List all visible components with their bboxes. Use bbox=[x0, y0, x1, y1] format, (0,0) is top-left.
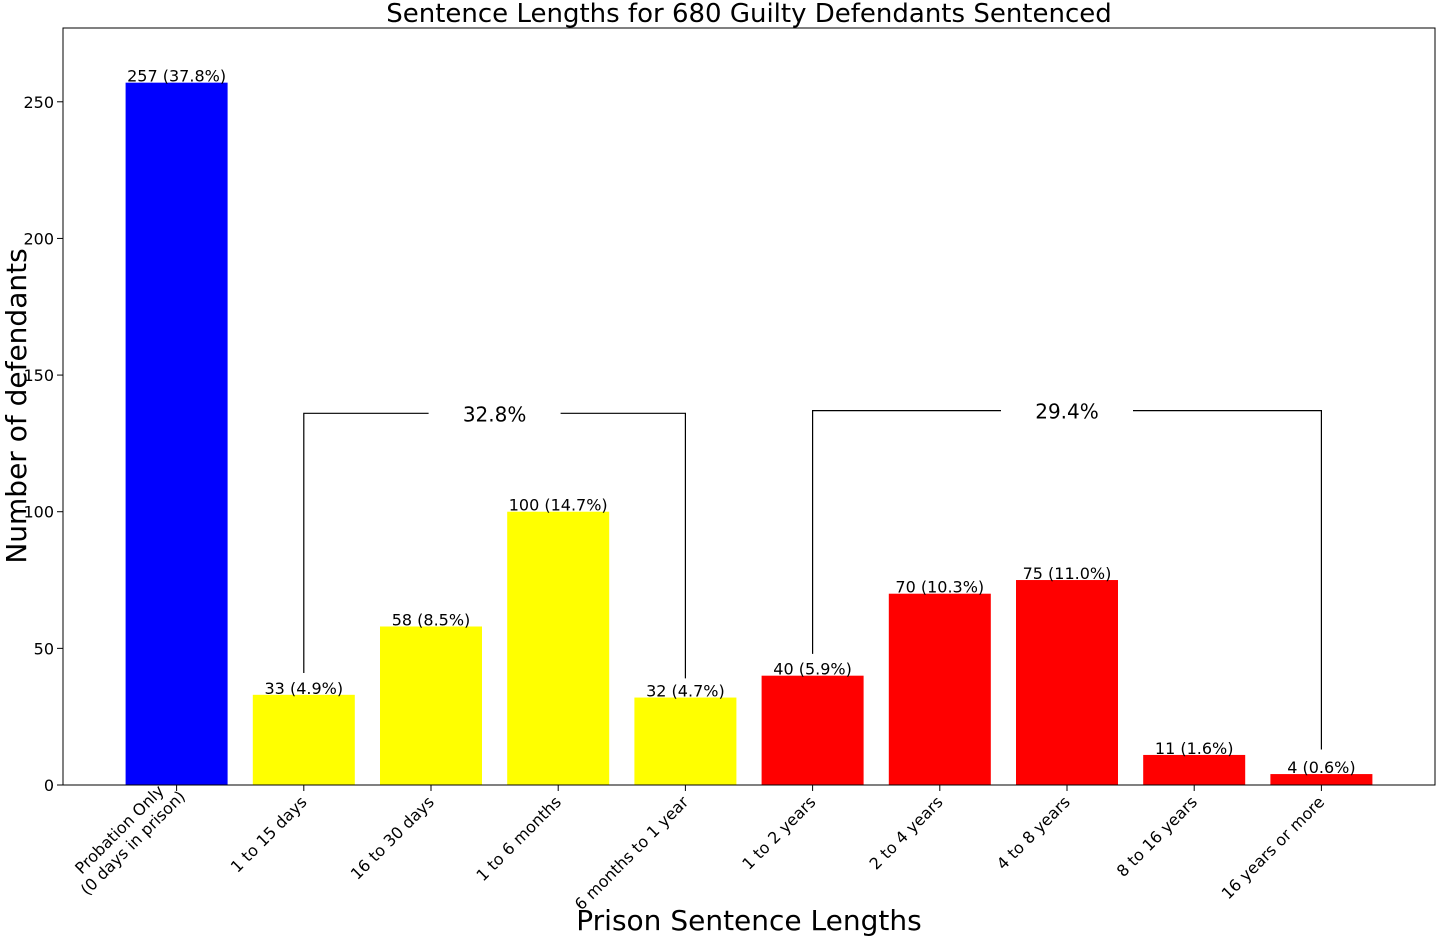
y-axis: 0 50 100 150 200 250 bbox=[23, 93, 63, 795]
chart-title: Sentence Lengths for 680 Guilty Defendan… bbox=[386, 0, 1112, 29]
bar bbox=[252, 694, 355, 785]
x-tick-label: 4 to 8 years bbox=[993, 792, 1074, 873]
y-tick-label: 250 bbox=[23, 93, 54, 112]
data-label: 75 (11.0%) bbox=[1023, 564, 1112, 583]
bars bbox=[125, 82, 1373, 785]
data-label: 40 (5.9%) bbox=[773, 660, 852, 679]
data-label: 4 (0.6%) bbox=[1287, 758, 1355, 777]
x-tick-label: 8 to 16 years bbox=[1113, 792, 1201, 880]
bar bbox=[634, 697, 737, 785]
y-tick-label: 200 bbox=[23, 229, 54, 248]
data-labels: 257 (37.8%) 33 (4.9%) 58 (8.5%) 100 (14.7%)… bbox=[127, 67, 1355, 777]
bracket-line bbox=[811, 409, 1001, 654]
x-axis: Probation Only(0 days in prison) 1 to 15 … bbox=[63, 773, 1329, 914]
bar bbox=[507, 511, 610, 785]
x-tick-label: 16 to 30 days bbox=[347, 792, 438, 883]
bracket-line bbox=[303, 412, 429, 673]
data-label: 70 (10.3%) bbox=[895, 578, 984, 597]
x-tick-label: 1 to 2 years bbox=[738, 792, 819, 873]
y-tick-label: 150 bbox=[23, 366, 54, 385]
data-label: 11 (1.6%) bbox=[1155, 739, 1234, 758]
bracket-annotations: 32.8% 29.4% bbox=[303, 400, 1323, 750]
bracket-label: 29.4% bbox=[1035, 400, 1099, 424]
plot-frame bbox=[62, 27, 1436, 786]
bar bbox=[761, 675, 864, 785]
bar bbox=[1016, 580, 1118, 785]
x-tick-label: 6 months to 1 year bbox=[571, 792, 693, 914]
bar bbox=[380, 626, 482, 785]
x-axis-label: Prison Sentence Lengths bbox=[576, 904, 921, 937]
y-axis-label: Number of defendants bbox=[0, 248, 33, 563]
x-tick-label: Probation Only(0 days in prison) bbox=[63, 773, 189, 899]
x-tick-label: 1 to 15 days bbox=[227, 792, 311, 876]
data-label: 257 (37.8%) bbox=[127, 67, 226, 86]
y-tick-label: 100 bbox=[23, 503, 54, 522]
bracket-label: 32.8% bbox=[463, 402, 527, 426]
bar bbox=[1143, 754, 1246, 785]
x-tick-label: 16 years or more bbox=[1218, 792, 1329, 903]
bar bbox=[125, 82, 228, 785]
bar bbox=[1270, 774, 1373, 785]
data-label: 58 (8.5%) bbox=[392, 610, 471, 629]
y-tick-label: 50 bbox=[34, 639, 54, 658]
x-tick-label: 1 to 6 months bbox=[472, 792, 565, 885]
data-label: 100 (14.7%) bbox=[509, 496, 608, 515]
data-label: 32 (4.7%) bbox=[646, 682, 725, 701]
bracket-line bbox=[1133, 409, 1323, 750]
data-label: 33 (4.9%) bbox=[265, 679, 344, 698]
y-tick-label: 0 bbox=[44, 776, 54, 795]
bar bbox=[888, 593, 991, 785]
bracket-line bbox=[560, 412, 687, 679]
x-tick-label: 2 to 4 years bbox=[866, 792, 947, 873]
